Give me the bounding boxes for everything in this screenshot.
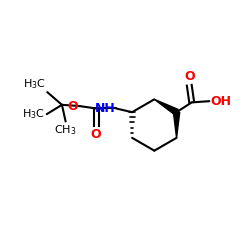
- Text: CH$_3$: CH$_3$: [54, 123, 77, 137]
- Polygon shape: [174, 112, 180, 138]
- Text: O: O: [68, 100, 78, 112]
- Polygon shape: [154, 99, 178, 115]
- Text: H$_3$C: H$_3$C: [22, 107, 45, 121]
- Text: NH: NH: [94, 102, 115, 115]
- Text: O: O: [91, 128, 102, 141]
- Text: OH: OH: [210, 95, 231, 108]
- Text: H$_3$C: H$_3$C: [23, 77, 46, 91]
- Text: O: O: [184, 70, 194, 83]
